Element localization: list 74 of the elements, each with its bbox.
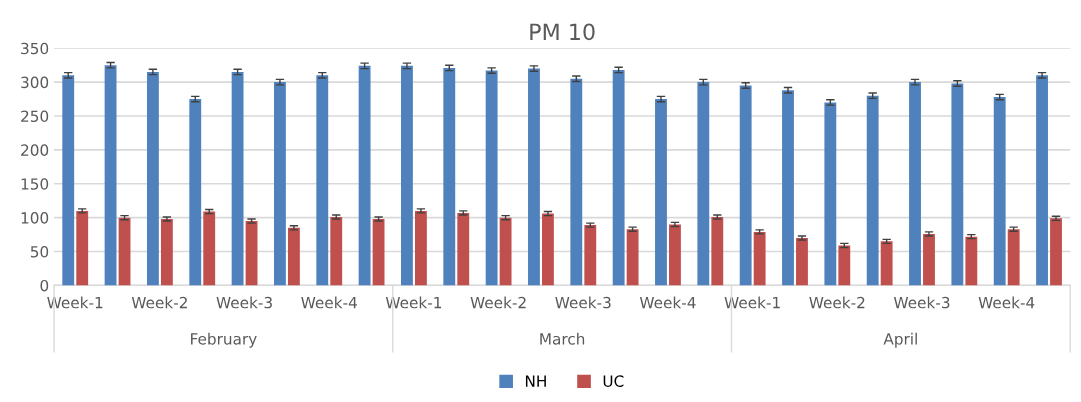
x-tick-label: Week-3 — [893, 296, 950, 309]
bar — [923, 233, 935, 286]
bar — [203, 211, 216, 286]
bar — [669, 224, 681, 286]
x-tick-label: Week-4 — [639, 296, 696, 309]
bar — [739, 85, 752, 286]
bar — [274, 82, 286, 286]
y-tick-label: 350 — [21, 42, 49, 55]
bar — [866, 95, 879, 286]
y-tick-label: 250 — [21, 110, 49, 123]
bar — [824, 102, 837, 286]
bar — [993, 97, 1006, 286]
bar — [358, 65, 371, 286]
bar — [909, 82, 921, 286]
bar — [711, 216, 724, 286]
bar — [443, 67, 456, 286]
bar — [626, 229, 639, 286]
bar — [570, 78, 583, 286]
bar — [160, 219, 173, 286]
x-tick-label: Week-3 — [555, 296, 611, 309]
bar — [372, 219, 385, 286]
x-tick-label: Week-1 — [47, 296, 103, 309]
bar — [146, 71, 159, 286]
legend-label: NH — [525, 375, 546, 387]
x-tick-label: Week-4 — [978, 296, 1035, 309]
bar — [104, 65, 117, 286]
bar — [62, 75, 75, 286]
bar — [655, 99, 667, 286]
y-tick-label: 100 — [21, 212, 49, 224]
bar — [612, 69, 625, 286]
bar — [1007, 229, 1020, 286]
bar — [401, 65, 413, 286]
bar — [76, 210, 89, 286]
bar — [1050, 218, 1062, 286]
chart-title: PM 10 — [530, 23, 595, 41]
bar — [584, 225, 597, 286]
text: February — [191, 332, 257, 348]
y-tick-label: 50 — [30, 246, 49, 258]
bar — [838, 245, 851, 286]
bar — [414, 210, 427, 286]
bar — [880, 241, 893, 286]
bar — [951, 83, 964, 286]
y-tick-label: 200 — [21, 144, 49, 156]
bar — [528, 68, 540, 286]
bar — [287, 227, 300, 286]
bar — [245, 221, 258, 286]
bar — [457, 212, 470, 286]
y-tick-label: 0 — [40, 279, 49, 292]
text: March — [540, 332, 585, 345]
x-tick-label: Week-1 — [724, 296, 780, 309]
x-tick-label: Week-2 — [131, 296, 187, 309]
bar — [189, 99, 202, 286]
x-tick-label: Week-1 — [385, 296, 442, 309]
bar — [1036, 75, 1048, 286]
bar — [782, 90, 794, 286]
bar — [542, 213, 554, 286]
bar — [499, 217, 512, 286]
bar — [118, 217, 131, 286]
bar — [753, 231, 766, 286]
x-tick-label: Week-2 — [809, 296, 865, 309]
bar — [330, 216, 343, 286]
y-tick-label: 150 — [21, 178, 49, 190]
x-tick-label: Week-3 — [216, 296, 272, 309]
bar — [796, 237, 808, 286]
x-tick-label: Week-2 — [470, 296, 526, 309]
x-tick-label: Week-4 — [301, 296, 357, 309]
bar — [697, 82, 710, 286]
bar — [485, 70, 498, 286]
text: April — [883, 332, 917, 348]
legend-label: UC — [603, 375, 624, 387]
bar — [316, 75, 329, 286]
bar — [231, 71, 244, 286]
bar — [965, 236, 978, 286]
y-tick-label: 300 — [21, 76, 49, 89]
